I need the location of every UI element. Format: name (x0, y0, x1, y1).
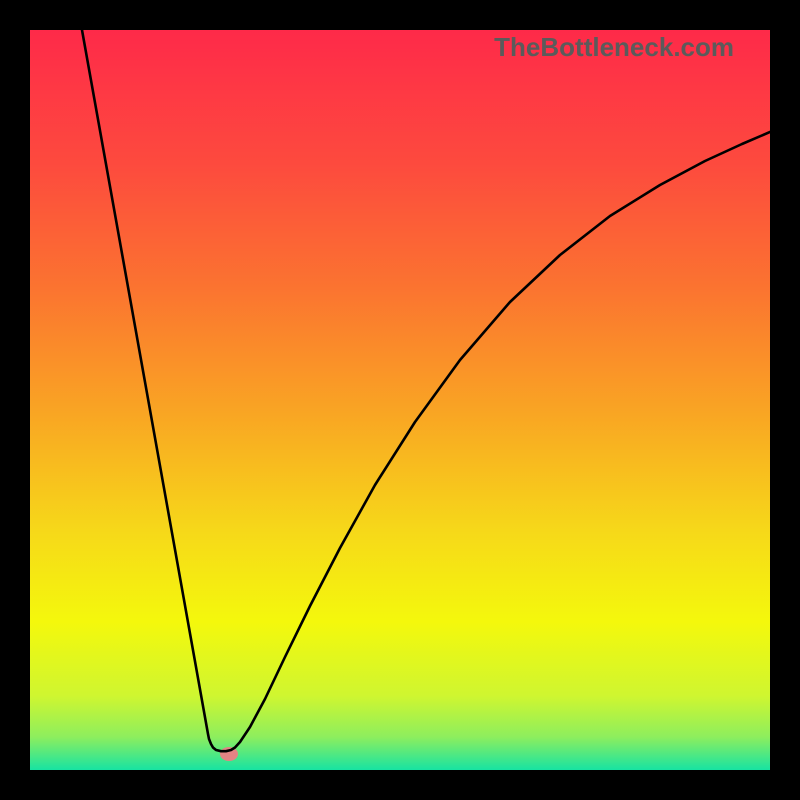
gradient-background (30, 30, 770, 770)
optimum-marker (220, 747, 238, 761)
gradient-plot (30, 30, 770, 770)
chart-frame: TheBottleneck.com (0, 0, 800, 800)
watermark-text: TheBottleneck.com (494, 32, 734, 63)
